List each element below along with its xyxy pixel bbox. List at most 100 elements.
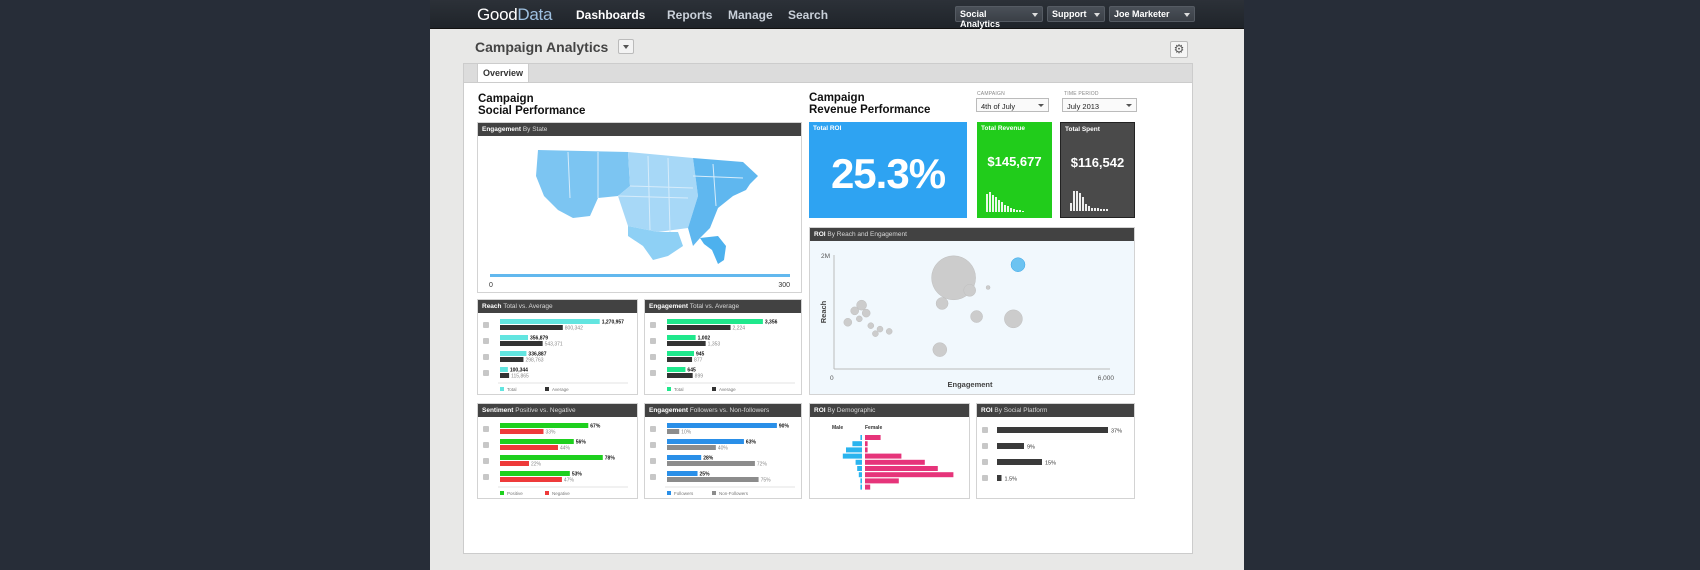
female-bar[interactable] [865,453,902,459]
user-menu[interactable]: Joe Marketer [1109,6,1195,22]
chart-bar[interactable] [667,477,759,482]
bubble-point[interactable] [856,299,867,311]
campaign-select[interactable]: 4th of July [976,98,1049,112]
chart-bar[interactable] [667,429,680,434]
female-bar[interactable] [865,466,938,471]
male-bar[interactable] [857,466,862,471]
bubble-point[interactable] [843,318,853,327]
chart-bar[interactable] [667,341,706,346]
chart-bar[interactable] [667,471,698,476]
revenue-performance-heading: Campaign Revenue Performance [809,92,931,116]
chart-bar[interactable] [667,325,731,330]
sentiment-bar-chart[interactable]: 67% 33% 56% 44% 78% 22% 53%47% Positive Negative [478,417,637,498]
chart-bar[interactable] [500,373,510,378]
nav-reports[interactable]: Reports [667,8,713,22]
followers-bar-chart[interactable]: 90% 10% 63% 40% 28% 72% 25% 75% Followers Non-Fol… [645,417,801,498]
gooddata-logo[interactable]: GoodData [477,5,553,24]
female-bar[interactable] [865,459,925,465]
bubble-point[interactable] [885,328,893,335]
total-roi-label: Total ROI [813,125,842,132]
male-bar[interactable] [846,447,862,453]
chart-bar[interactable] [500,439,574,444]
chart-bar[interactable] [997,475,1002,481]
male-bar[interactable] [860,435,862,440]
chart-bar[interactable] [667,373,693,378]
chart-bar[interactable] [500,429,544,434]
bubble-point[interactable] [1010,257,1026,272]
chart-bar[interactable] [500,335,529,340]
bubble-point[interactable] [932,342,948,357]
chart-bar[interactable] [500,341,543,346]
gear-icon[interactable]: ⚙ [1170,41,1188,58]
chart-bar[interactable] [997,459,1042,465]
us-choropleth-map[interactable]: 0 300 [478,136,801,292]
chart-bar[interactable] [500,325,563,330]
chart-bar[interactable] [500,357,524,362]
male-bar[interactable] [855,459,862,465]
chart-bar[interactable] [667,351,694,356]
total-spent-tile[interactable]: Total Spent $116,542 [1060,122,1135,218]
male-bar[interactable] [860,484,862,490]
dashboard-menu-button[interactable] [618,39,634,54]
chart-bar[interactable] [500,455,603,460]
chart-bar[interactable] [500,367,508,372]
demographic-chart[interactable]: Male Female [810,417,969,498]
map-scale-bar [490,274,790,277]
chart-bar[interactable] [500,461,529,466]
chart-bar[interactable] [667,445,716,450]
female-bar[interactable] [865,484,871,490]
female-bar[interactable] [865,441,868,447]
chart-bar[interactable] [667,367,686,372]
nav-manage[interactable]: Manage [728,8,773,22]
nav-dashboards[interactable]: Dashboards [576,8,646,22]
project-menu[interactable]: Social Analytics [955,6,1043,29]
chart-bar[interactable] [500,477,562,482]
data-label: 877 [694,358,703,364]
nav-search[interactable]: Search [788,8,829,22]
bubble-point[interactable] [850,306,859,316]
chart-bar[interactable] [500,445,558,450]
chart-bar[interactable] [667,423,777,428]
total-roi-tile[interactable]: Total ROI 25.3% [809,122,967,218]
female-bar[interactable] [865,435,881,440]
bubble-point[interactable] [985,285,991,290]
male-bar[interactable] [852,441,862,447]
tab-overview[interactable]: Overview [477,63,529,83]
bubble-chart[interactable]: 2M 0 6,000 Engagement Reach [810,241,1134,394]
chart-bar[interactable] [667,335,696,340]
chart-bar[interactable] [667,455,702,460]
bubble-point[interactable] [970,310,983,323]
female-bar[interactable] [865,472,954,478]
chart-bar[interactable] [997,443,1024,449]
bubble-point[interactable] [935,297,949,310]
bubble-point[interactable] [867,322,875,329]
chart-bar[interactable] [500,319,600,324]
male-bar[interactable] [860,478,862,484]
chart-bar[interactable] [500,351,527,356]
male-bar[interactable] [858,472,862,478]
bubble-point[interactable] [876,325,884,333]
bubble-point[interactable] [856,315,863,323]
chart-bar[interactable] [997,427,1108,433]
male-bar[interactable] [842,453,862,459]
chart-bar[interactable] [500,471,570,476]
bubble-point[interactable] [1004,309,1023,329]
bubble-point[interactable] [861,308,871,318]
chart-bar[interactable] [667,439,744,444]
female-bar[interactable] [865,478,899,484]
chart-bar[interactable] [667,357,693,362]
bubble-point[interactable] [963,284,976,297]
time-period-select[interactable]: July 2013 [1062,98,1137,112]
social-platform-chart[interactable]: 37% 9% 15% 1.5% [977,417,1134,498]
chart-bar[interactable] [667,319,763,324]
bubble-point[interactable] [872,330,879,337]
y-axis-label: Reach [819,300,828,323]
total-revenue-tile[interactable]: Total Revenue $145,677 [977,122,1052,218]
x-tick-label: 6,000 [1098,375,1115,382]
support-menu[interactable]: Support [1047,6,1105,22]
chart-bar[interactable] [667,461,755,466]
chart-bar[interactable] [500,423,589,428]
female-bar[interactable] [865,447,868,453]
